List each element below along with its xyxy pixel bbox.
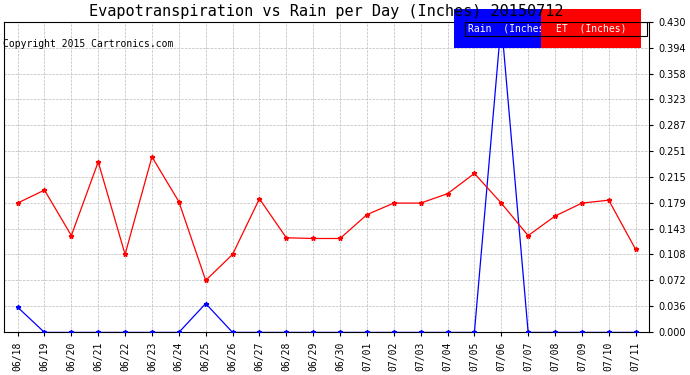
Text: ET  (Inches): ET (Inches) — [555, 23, 626, 33]
Title: Evapotranspiration vs Rain per Day (Inches) 20150712: Evapotranspiration vs Rain per Day (Inch… — [90, 4, 564, 19]
Text: Rain  (Inches): Rain (Inches) — [469, 23, 551, 33]
Text: Copyright 2015 Cartronics.com: Copyright 2015 Cartronics.com — [3, 39, 174, 50]
